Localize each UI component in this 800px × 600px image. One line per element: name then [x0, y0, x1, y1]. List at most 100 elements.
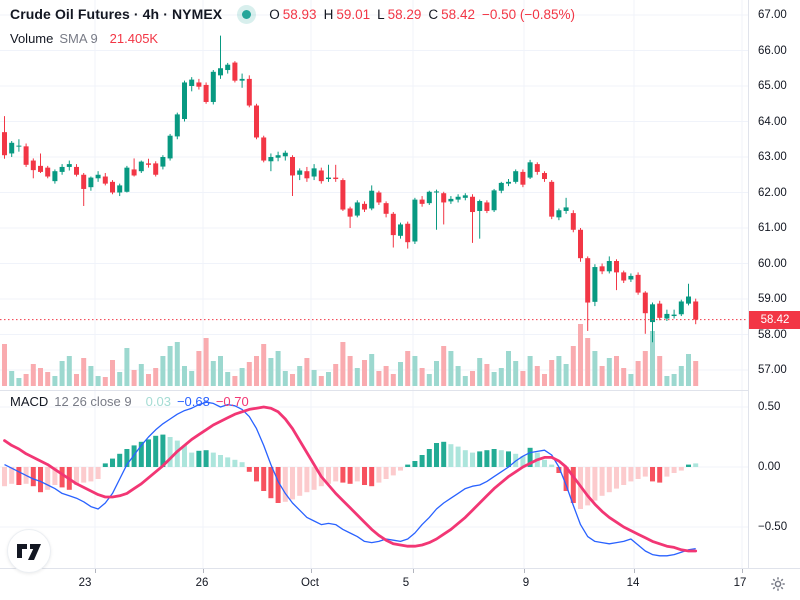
volume-params: SMA 9: [59, 31, 98, 46]
macd-histogram-bar: [88, 467, 94, 482]
macd-histogram-bar: [642, 467, 648, 477]
macd-histogram-bar: [160, 434, 166, 467]
macd-histogram-bar: [261, 467, 267, 491]
volume-legend[interactable]: Volume SMA 9 21.405K: [10, 31, 158, 46]
candle-body: [311, 168, 317, 177]
candle-body: [131, 169, 137, 176]
macd-histogram-bar: [124, 449, 130, 467]
macd-histogram-bar: [369, 467, 375, 487]
candle-body: [520, 171, 526, 185]
candle-body: [38, 165, 43, 172]
volume-value: 21.405K: [109, 31, 159, 46]
volume-bar: [513, 361, 519, 386]
low-value: 58.29: [387, 6, 422, 22]
volume-bar: [390, 374, 396, 386]
price-axis-label: 62.00: [758, 186, 787, 199]
volume-bar: [102, 377, 108, 386]
candle-body: [153, 163, 159, 175]
volume-bar: [470, 371, 475, 386]
pane-separator[interactable]: [0, 390, 800, 391]
candle-body: [124, 167, 130, 192]
volume-bar: [30, 364, 36, 386]
macd-histogram-bar: [311, 467, 317, 490]
open-label: O: [269, 6, 280, 22]
volume-bar: [549, 360, 555, 386]
macd-histogram-bar: [290, 467, 295, 500]
volume-bar: [261, 344, 267, 386]
macd-axis-label: −0.50: [758, 521, 788, 533]
volume-bar: [52, 376, 58, 386]
macd-histogram-bar: [498, 450, 504, 467]
volume-bar: [621, 368, 627, 386]
candle-body: [642, 292, 648, 314]
macd-histogram-bar: [131, 445, 137, 467]
macd-histogram-bar: [628, 467, 634, 482]
volume-bar: [59, 361, 65, 386]
candle-body: [491, 190, 497, 211]
macd-histogram-bar: [527, 447, 533, 467]
macd-histogram-bar: [146, 439, 151, 467]
candle-body: [174, 114, 180, 137]
candle-body: [182, 82, 187, 120]
candle-body: [434, 191, 439, 193]
macd-histogram-bar: [218, 455, 223, 467]
candle-body: [549, 181, 555, 217]
symbol-legend[interactable]: Crude Oil Futures · 4h · NYMEX O 58.93 H…: [10, 6, 575, 22]
macd-histogram-bar: [599, 467, 605, 496]
chart-canvas[interactable]: [0, 0, 748, 568]
price-axis-label: 57.00: [758, 364, 787, 376]
volume-bar: [117, 372, 123, 386]
candle-body: [225, 64, 231, 71]
macd-label[interactable]: MACD: [10, 394, 49, 409]
macd-histogram-bar: [506, 451, 511, 467]
candle-body: [167, 135, 173, 159]
tradingview-logo[interactable]: [7, 529, 51, 573]
candle-body: [369, 190, 375, 209]
macd-line-value: −0.68: [176, 394, 210, 409]
macd-histogram-bar: [678, 467, 684, 471]
high-label: H: [323, 6, 334, 22]
macd-histogram-bar: [117, 453, 123, 467]
macd-histogram-bar: [549, 464, 555, 467]
time-axis[interactable]: 23 26 Oct 5 9 14 17: [0, 568, 800, 600]
volume-bar: [362, 360, 367, 386]
macd-histogram-bar: [174, 440, 180, 467]
volume-label[interactable]: Volume: [10, 31, 54, 46]
macd-histogram-bar: [196, 450, 202, 467]
volume-bar: [333, 364, 339, 386]
volume-bar: [462, 376, 468, 386]
candle-body: [88, 177, 94, 188]
volume-bar: [347, 356, 353, 386]
macd-histogram-bar: [239, 462, 245, 467]
macd-histogram-bar: [203, 450, 209, 467]
volume-bar: [304, 358, 310, 386]
candle-body: [498, 182, 504, 191]
candle-body: [621, 272, 627, 281]
macd-legend[interactable]: MACD 12 26 close 9 0.03 −0.68 −0.70: [10, 394, 249, 409]
volume-bar: [563, 364, 569, 386]
macd-histogram-bar: [246, 467, 252, 472]
candle-body: [563, 207, 569, 211]
ohlc-readout: O 58.93 H 59.01 L 58.29 C 58.42 −0.50 (−…: [269, 7, 575, 22]
candle-body: [9, 142, 15, 154]
macd-histogram-bar: [470, 452, 475, 467]
price-axis-label: 61.00: [758, 222, 787, 234]
macd-histogram-bar: [9, 467, 15, 484]
price-axis-label: 67.00: [758, 9, 787, 21]
settings-gear-icon[interactable]: [769, 575, 787, 593]
volume-bar: [326, 372, 331, 386]
price-axis-label: 60.00: [758, 257, 787, 270]
symbol-title[interactable]: Crude Oil Futures · 4h · NYMEX: [10, 6, 223, 22]
time-axis-label: 9: [522, 577, 530, 589]
volume-bar: [95, 376, 101, 386]
price-axis[interactable]: 58.42 67.00 66.00 65.00 64.00 63.00 62.00 61.0…: [748, 0, 800, 568]
candle-body: [102, 176, 108, 184]
volume-bar: [578, 324, 583, 386]
volume-bar: [282, 371, 288, 386]
candle-body: [160, 157, 166, 167]
volume-bar: [210, 361, 216, 386]
candle-body: [657, 303, 663, 318]
volume-bar: [23, 374, 29, 386]
volume-bar: [614, 356, 619, 386]
candle-body: [138, 161, 144, 172]
